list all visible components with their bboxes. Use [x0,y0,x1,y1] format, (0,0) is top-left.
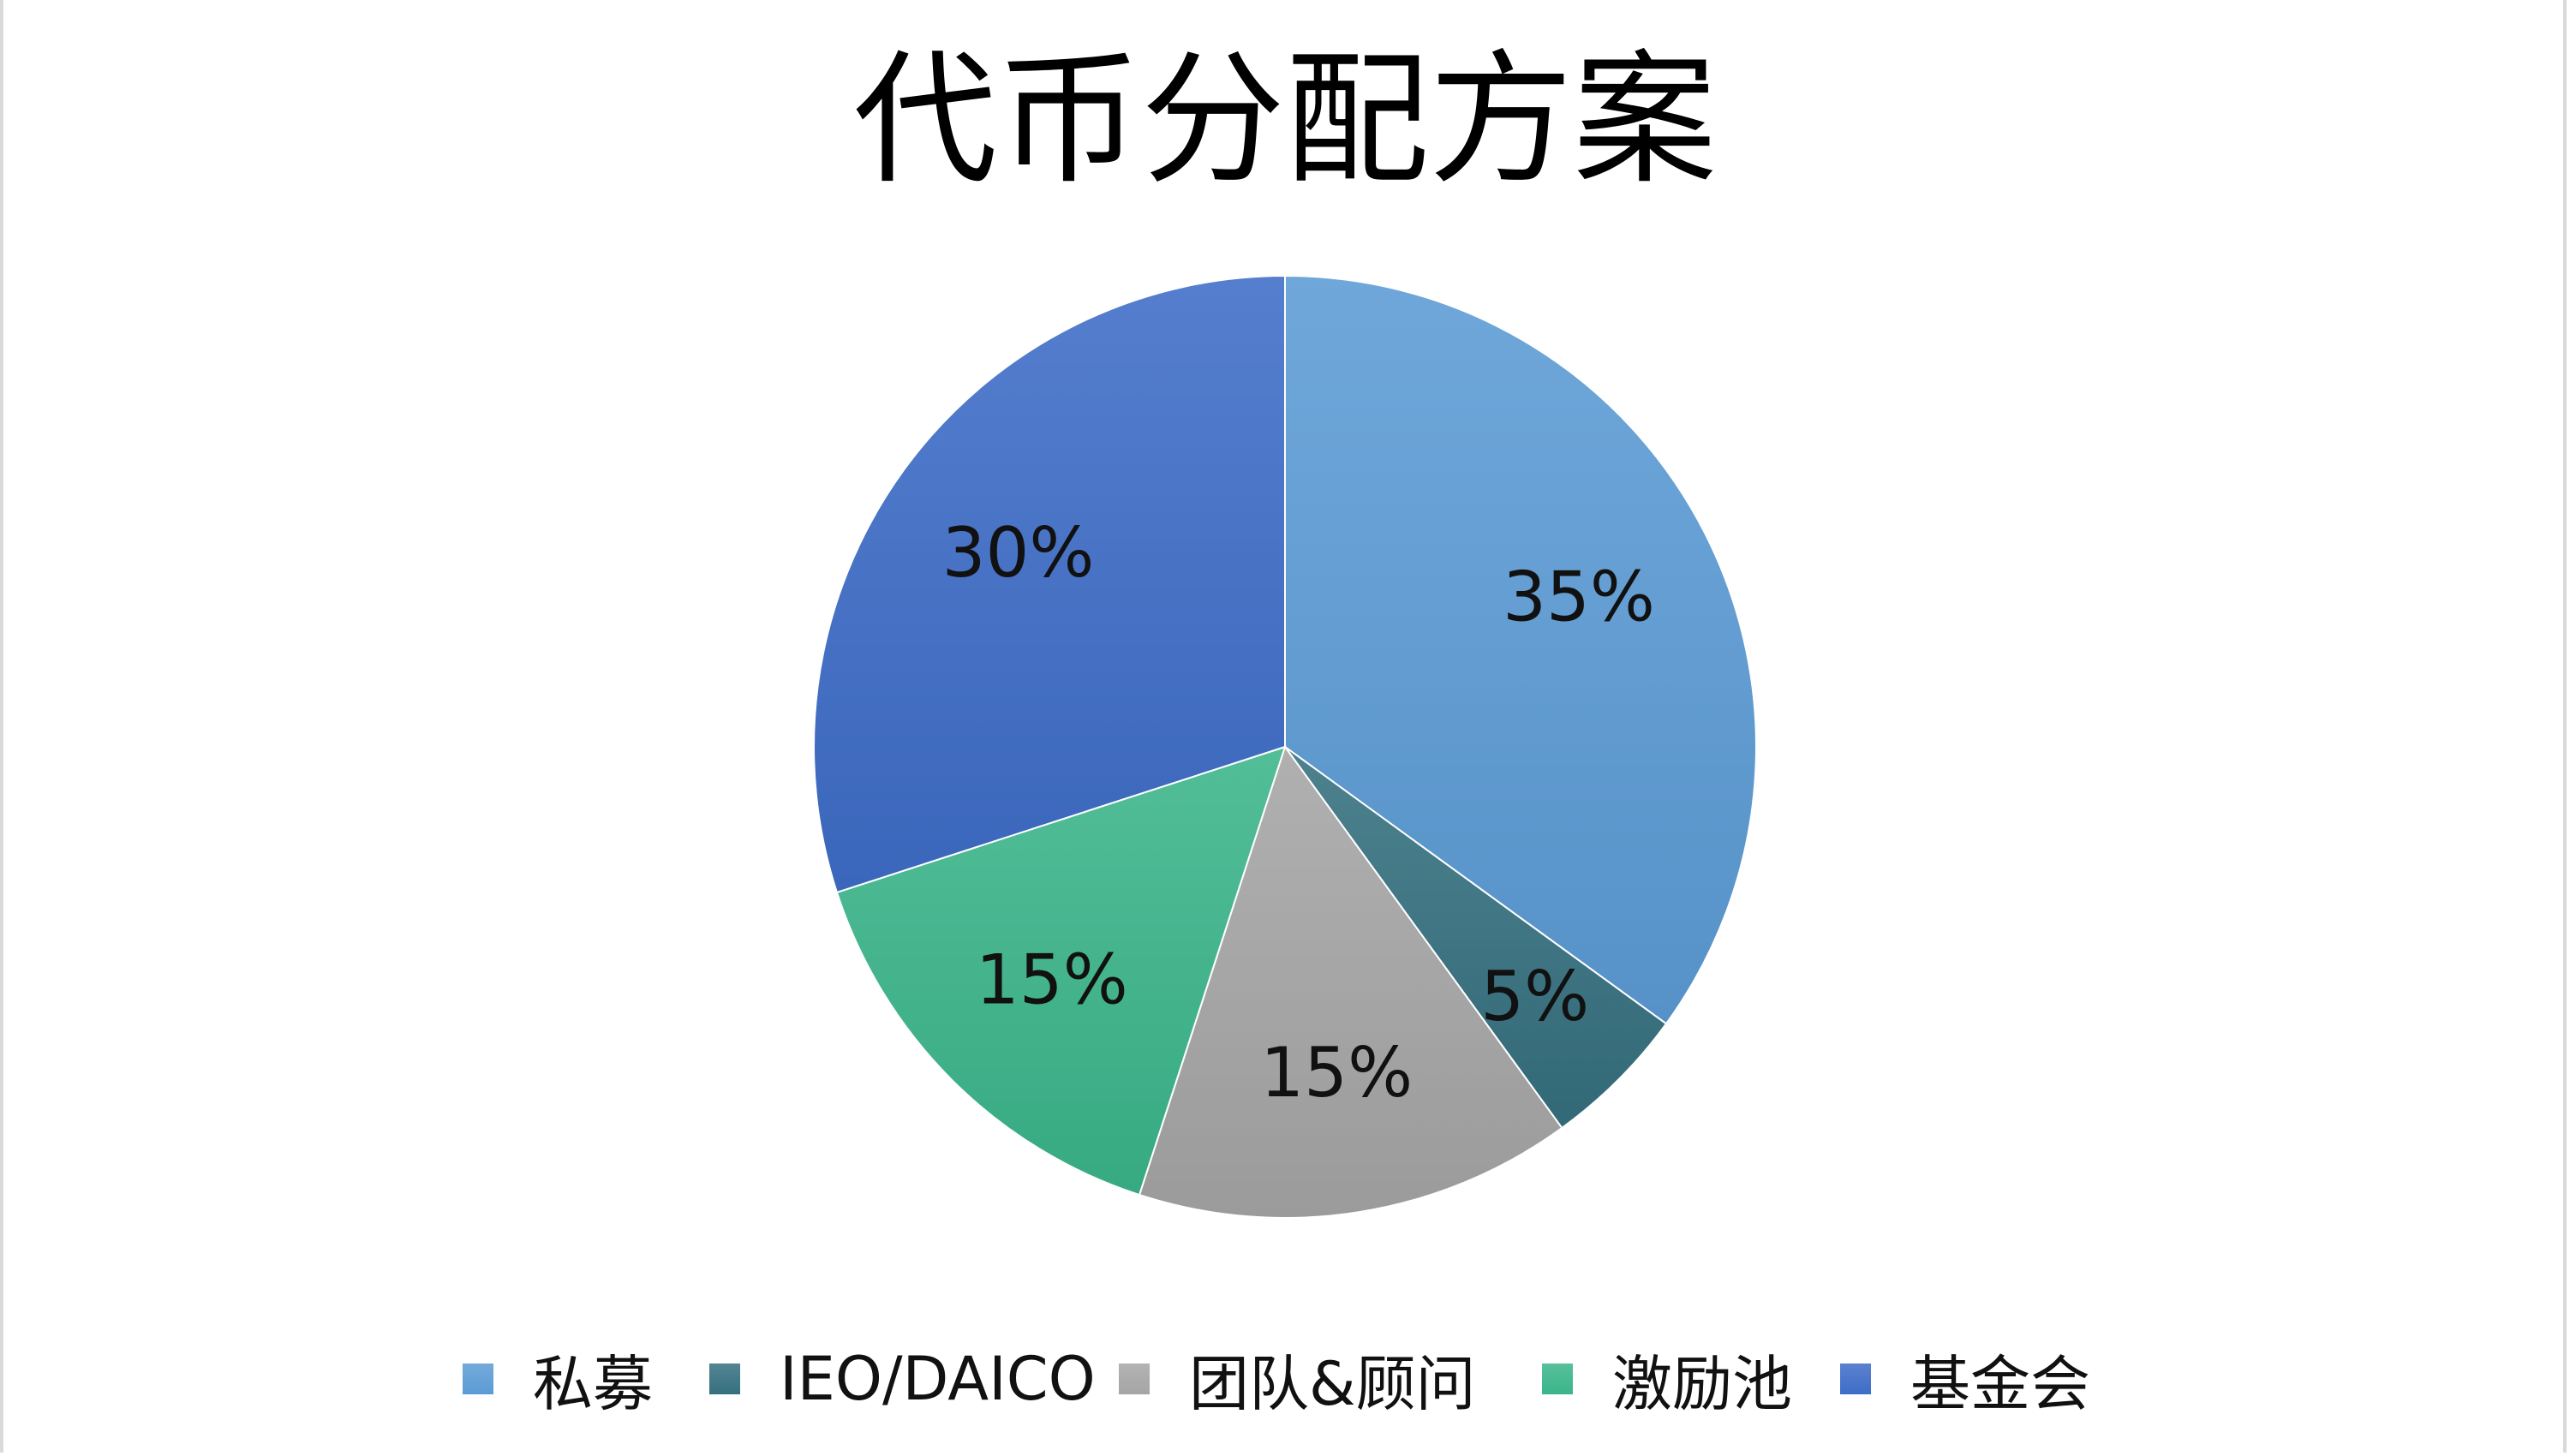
data-label-incentive-pool: 15% [976,940,1128,1020]
data-label-team-advisors: 15% [1260,1033,1413,1113]
legend-item-incentive-pool: 激励池 [1542,1332,1792,1426]
legend-swatch [1542,1364,1573,1394]
legend: 私募 IEO/DAICO 团队&顾问 激励池 基金会 [0,1332,2570,1426]
legend-item-private-sale: 私募 [463,1332,653,1426]
legend-swatch [463,1364,493,1394]
legend-swatch [709,1364,740,1394]
legend-item-team-advisors: 团队&顾问 [1119,1332,1476,1426]
legend-swatch [1840,1364,1871,1394]
legend-label: 基金会 [1910,1336,2090,1423]
legend-swatch [1119,1364,1150,1394]
legend-label: IEO/DAICO [780,1344,1096,1414]
legend-label: 激励池 [1612,1336,1792,1423]
legend-item-ieo-daico: IEO/DAICO [709,1332,1096,1426]
data-label-ieo-daico: 5% [1480,957,1589,1036]
data-label-private-sale: 35% [1503,558,1655,637]
data-label-foundation: 30% [942,513,1095,593]
legend-label: 团队&顾问 [1189,1336,1476,1423]
legend-label: 私募 [533,1336,653,1423]
legend-item-foundation: 基金会 [1840,1332,2090,1426]
